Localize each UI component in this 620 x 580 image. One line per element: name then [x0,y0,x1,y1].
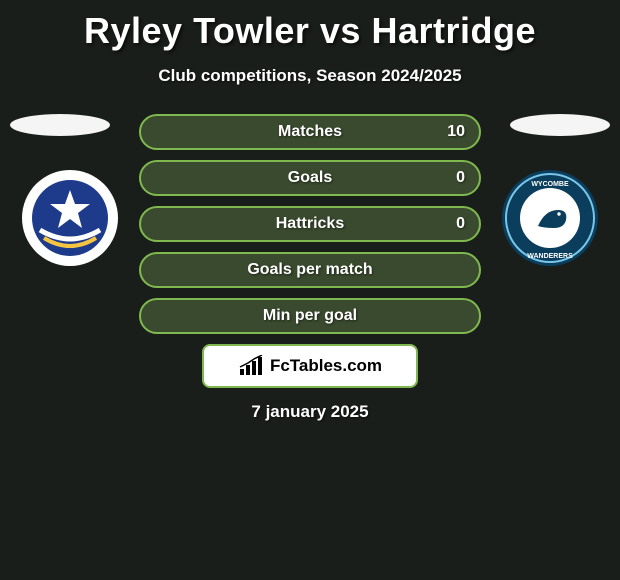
player-photo-right [510,114,610,136]
fctables-badge[interactable]: FcTables.com [202,344,418,388]
stat-value-right: 0 [456,169,465,187]
bar-chart-icon [238,355,264,377]
stat-rows: Matches 10 Goals 0 Hattricks 0 Goals per… [139,114,481,334]
fctables-label: FcTables.com [270,356,382,376]
stat-row-goals: Goals 0 [139,160,481,196]
svg-text:WANDERERS: WANDERERS [527,253,573,260]
wycombe-crest-icon: WYCOMBE WANDERERS [500,168,600,268]
stats-area: WYCOMBE WANDERERS Matches 10 Goals 0 Hat… [0,114,620,422]
stat-label: Goals [288,169,332,187]
club-logo-right: WYCOMBE WANDERERS [500,168,600,268]
stat-label: Min per goal [263,307,357,325]
svg-text:WYCOMBE: WYCOMBE [531,181,569,188]
page-title: Ryley Towler vs Hartridge [0,0,620,52]
subtitle: Club competitions, Season 2024/2025 [0,66,620,86]
stat-row-min-per-goal: Min per goal [139,298,481,334]
stat-row-matches: Matches 10 [139,114,481,150]
stat-value-right: 10 [447,123,465,141]
club-logo-left [20,168,120,268]
portsmouth-crest-icon [20,168,120,268]
player-photo-left [10,114,110,136]
date-text: 7 january 2025 [0,402,620,422]
stat-row-hattricks: Hattricks 0 [139,206,481,242]
stat-label: Goals per match [247,261,372,279]
stat-value-right: 0 [456,215,465,233]
stat-label: Hattricks [276,215,344,233]
stat-row-goals-per-match: Goals per match [139,252,481,288]
stat-label: Matches [278,123,342,141]
